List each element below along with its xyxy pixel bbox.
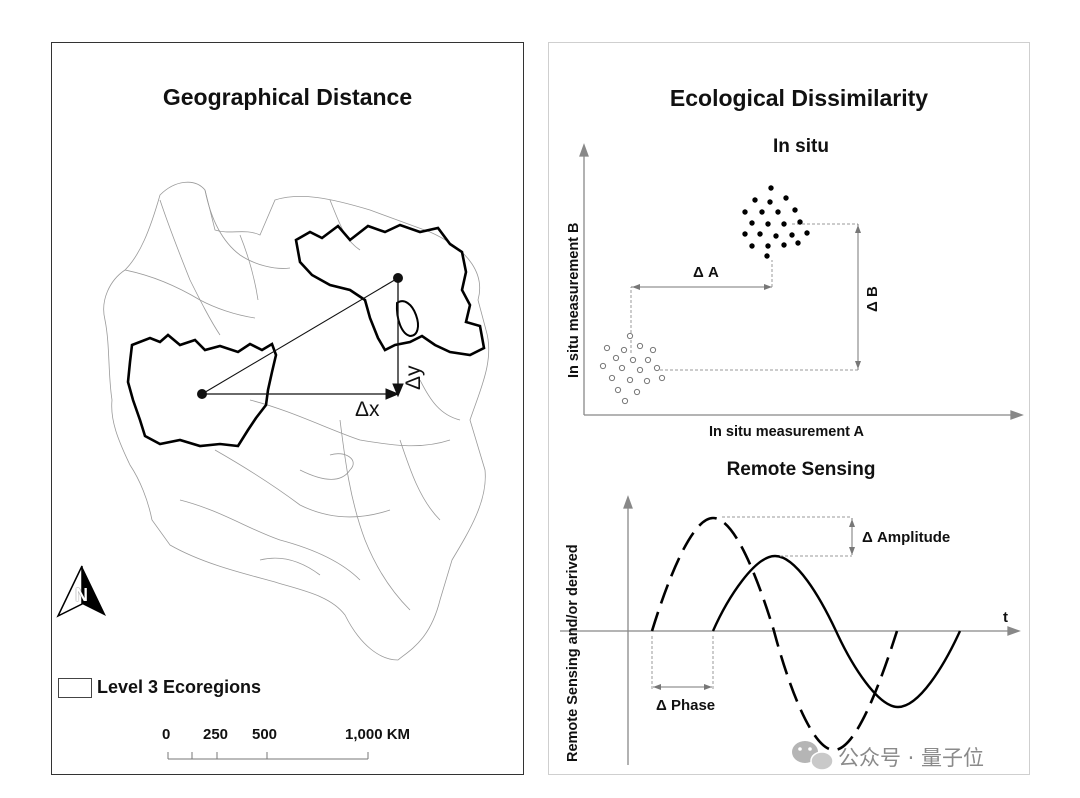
legend-swatch (58, 678, 92, 698)
in-situ-axes (579, 143, 1024, 420)
dx-label: Δx (355, 398, 380, 421)
scale-label-500: 500 (252, 726, 278, 743)
remote-deltas (651, 516, 855, 690)
scale-label-1000km: 1,000 KM (345, 726, 411, 743)
remote-axes (560, 495, 1021, 765)
scale-label-0: 0 (162, 726, 171, 743)
ecoregion-northeast (294, 223, 486, 357)
ecoregion-map-outline (103, 181, 490, 661)
watermark-text: 公众号 · 量子位 (838, 746, 985, 770)
in-situ-x-axis-label: In situ measurement A (709, 424, 864, 440)
legend-label: Level 3 Ecoregions (97, 677, 262, 697)
in-situ-subtitle: In situ (773, 136, 829, 157)
delta-a-label: Δ A (693, 264, 719, 281)
in-situ-deltas (630, 223, 861, 371)
dashed-wave (650, 516, 899, 752)
geographical-distance-panel (51, 42, 524, 775)
remote-sensing-subtitle: Remote Sensing (726, 459, 876, 480)
ecological-dissimilarity-title: Ecological Dissimilarity (669, 85, 929, 111)
distance-vectors (197, 273, 404, 400)
north-arrow-letter: N (75, 585, 88, 605)
delta-phase-label: Δ Phase (656, 697, 716, 714)
geographical-distance-title: Geographical Distance (162, 84, 413, 110)
cluster-b-filled-points (742, 185, 810, 259)
delta-amplitude-label: Δ Amplitude (862, 529, 951, 546)
ecoregion-northeast-hole (395, 300, 419, 338)
ecoregion-west (126, 333, 278, 448)
t-axis-label: t (1003, 609, 1008, 626)
cluster-a-open-points (599, 332, 666, 405)
solid-wave (711, 554, 962, 709)
scale-label-250: 250 (203, 726, 229, 743)
